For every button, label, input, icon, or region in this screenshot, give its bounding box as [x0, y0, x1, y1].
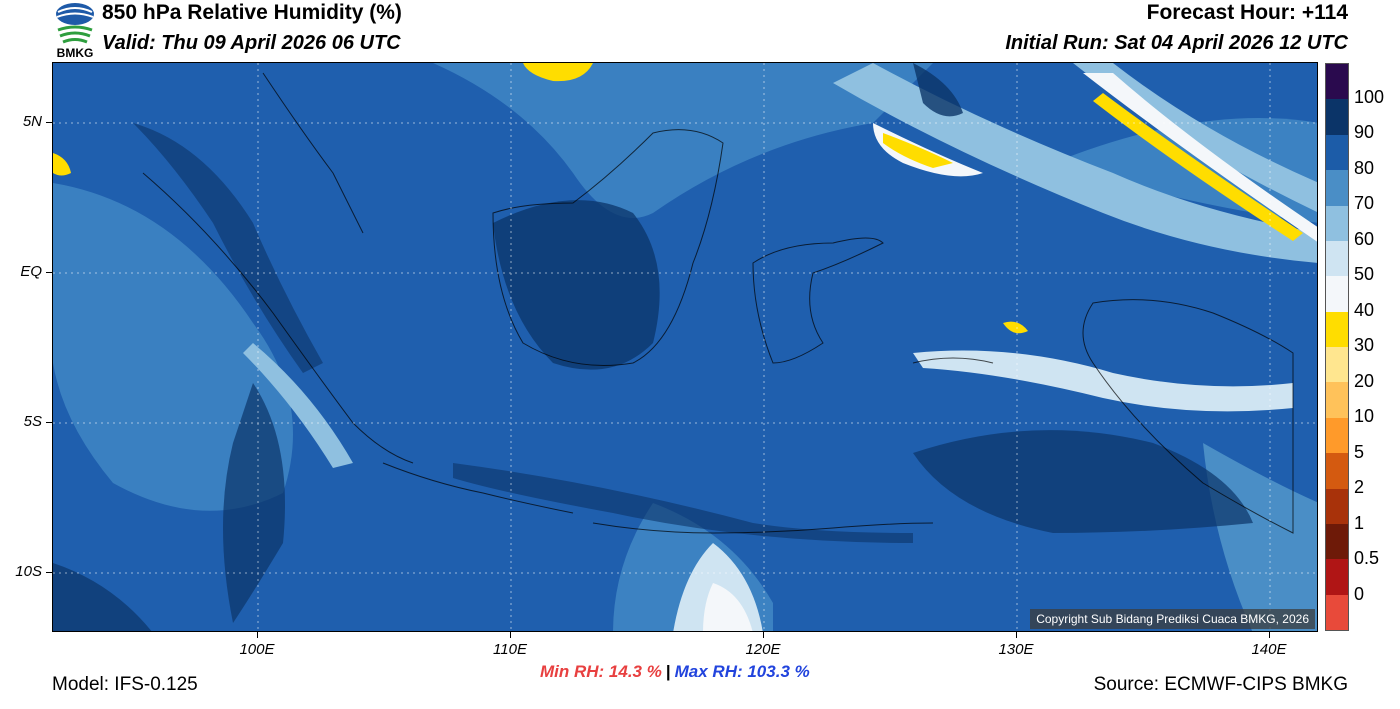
stats-separator: |: [665, 662, 671, 681]
lat-label-10s: 10S: [15, 563, 42, 580]
colorbar-segment: [1326, 523, 1348, 560]
colorbar-segment: [1326, 417, 1348, 454]
colorbar-label: 0: [1354, 584, 1365, 604]
colorbar-label: 60: [1354, 229, 1375, 249]
colorbar-label: 80: [1354, 158, 1375, 178]
colorbar-segment: [1326, 240, 1348, 277]
lon-label-120e: 120E: [745, 641, 781, 658]
lon-label-130e: 130E: [998, 641, 1034, 658]
logo-text: BMKG: [56, 46, 94, 60]
copyright-notice: Copyright Sub Bidang Prediksi Cuaca BMKG…: [1030, 609, 1315, 629]
data-source: Source: ECMWF-CIPS BMKG: [1093, 674, 1348, 695]
lon-tick: [763, 632, 764, 638]
lon-tick: [510, 632, 511, 638]
colorbar-segment: [1326, 134, 1348, 171]
lat-tick: [46, 422, 52, 423]
lat-label-5n: 5N: [22, 113, 42, 130]
max-rh: Max RH: 103.3 %: [674, 662, 810, 681]
colorbar-segment: [1326, 205, 1348, 241]
lon-label-140e: 140E: [1251, 641, 1287, 658]
colorbar-segment: [1326, 559, 1348, 595]
colorbar-segment: [1326, 99, 1348, 135]
colorbar-label: 100: [1354, 87, 1385, 107]
colorbar-segment: [1326, 453, 1348, 489]
lon-tick: [1016, 632, 1017, 638]
colorbar-segment: [1326, 347, 1348, 383]
lon-label-100e: 100E: [239, 641, 275, 658]
colorbar-label: 5: [1354, 442, 1365, 462]
lon-label-110e: 110E: [493, 641, 527, 658]
chart-title: 850 hPa Relative Humidity (%): [102, 1, 402, 24]
colorbar: [1325, 63, 1349, 631]
valid-time: Valid: Thu 09 April 2026 06 UTC: [102, 32, 401, 54]
colorbar-label: 30: [1354, 335, 1375, 355]
colorbar-label: 40: [1354, 300, 1375, 320]
colorbar-label: 70: [1354, 193, 1375, 213]
colorbar-segment: [1326, 64, 1348, 100]
lat-tick: [46, 272, 52, 273]
min-rh: Min RH: 14.3 %: [540, 662, 662, 681]
lon-tick: [1269, 632, 1270, 638]
colorbar-label: 1: [1354, 513, 1365, 533]
lon-tick: [257, 632, 258, 638]
humidity-field: [53, 63, 1317, 631]
colorbar-label: 20: [1354, 371, 1375, 391]
colorbar-segment: [1326, 382, 1348, 418]
bmkg-logo: BMKG: [52, 2, 98, 60]
colorbar-label: 90: [1354, 122, 1375, 142]
colorbar-label: 10: [1354, 406, 1375, 426]
initial-run: Initial Run: Sat 04 April 2026 12 UTC: [1005, 32, 1348, 54]
lat-label-5s: 5S: [23, 413, 42, 430]
colorbar-segment: [1326, 170, 1348, 206]
colorbar-segment: [1326, 276, 1348, 312]
colorbar-segment: [1326, 594, 1348, 630]
humidity-map: Copyright Sub Bidang Prediksi Cuaca BMKG…: [52, 62, 1318, 632]
lat-tick: [46, 122, 52, 123]
colorbar-segment: [1326, 311, 1348, 347]
colorbar-segment: [1326, 488, 1348, 524]
rh-stats: Min RH: 14.3 % | Max RH: 103.3 %: [540, 662, 810, 682]
model-name: Model: IFS-0.125: [52, 674, 198, 695]
forecast-hour: Forecast Hour: +114: [1146, 1, 1348, 24]
lat-tick: [46, 572, 52, 573]
colorbar-label: 2: [1354, 477, 1365, 497]
colorbar-label: 50: [1354, 264, 1375, 284]
lat-label-eq: EQ: [20, 263, 42, 280]
colorbar-label: 0.5: [1354, 548, 1380, 568]
